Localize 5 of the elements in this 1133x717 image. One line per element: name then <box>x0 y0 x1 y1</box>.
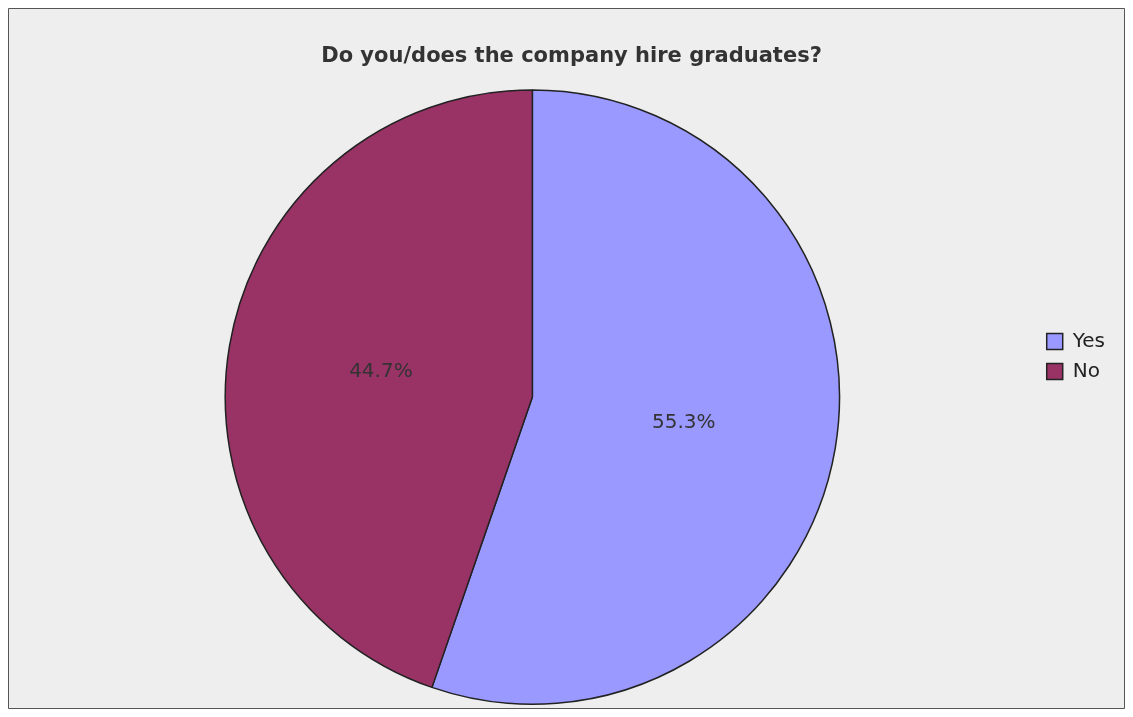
legend-label: No <box>1072 357 1100 382</box>
data-label: 55.3% <box>652 408 716 433</box>
chart-title: Do you/does the company hire graduates? <box>321 43 822 68</box>
legend-label: Yes <box>1071 327 1106 352</box>
data-label: 44.7% <box>349 357 413 382</box>
